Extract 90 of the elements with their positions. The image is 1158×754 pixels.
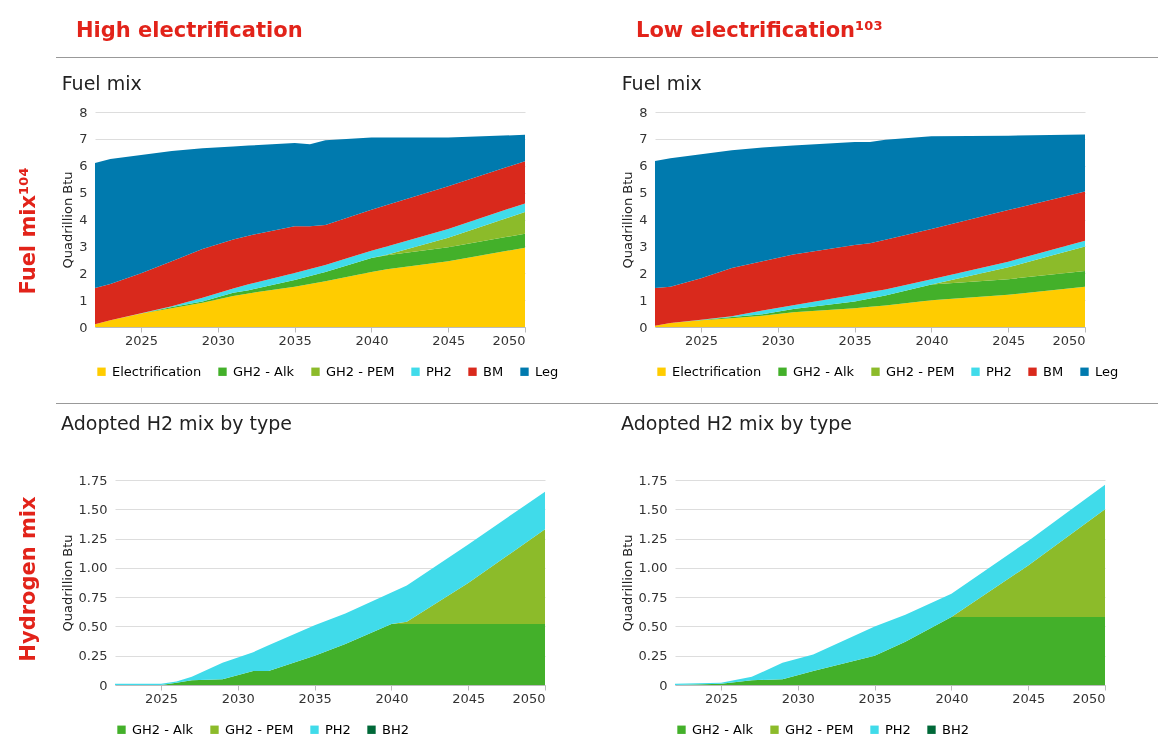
y-tick-label: 0 xyxy=(639,319,648,335)
legend-label: BH2 xyxy=(382,721,409,737)
x-tick-label: 2050 xyxy=(512,690,546,706)
x-tick-label: 2050 xyxy=(1072,690,1106,706)
legend-label: GH2 - PEM xyxy=(326,363,395,379)
y-tick-label: 1.75 xyxy=(78,472,108,488)
x-tick-label: 2040 xyxy=(355,332,389,348)
legend-label: GH2 - PEM xyxy=(886,363,955,379)
y-tick-label: 8 xyxy=(639,104,648,120)
y-tick-label: 7 xyxy=(639,131,648,147)
y-tick-label: 7 xyxy=(79,131,88,147)
y-tick-label: 1.25 xyxy=(638,531,668,547)
y-tick-label: 1.75 xyxy=(638,472,668,488)
text: Hydrogen mix xyxy=(16,495,40,662)
y-tick-label: 2 xyxy=(639,265,648,281)
legend-label: BM xyxy=(1043,363,1064,379)
x-tick-label: 2045 xyxy=(992,332,1026,348)
legend-label: GH2 - PEM xyxy=(225,721,294,737)
y-tick-label: 3 xyxy=(79,238,88,254)
y-axis-title: Quadrillion Btu xyxy=(60,171,76,269)
chart-title: Adopted H2 mix by type xyxy=(621,412,852,434)
y-axis-title: Quadrillion Btu xyxy=(620,171,636,269)
x-tick-label: 2045 xyxy=(452,690,486,706)
x-tick-label: 2025 xyxy=(145,690,179,706)
text: High electrification xyxy=(56,0,616,58)
legend-label: GH2 - Alk xyxy=(692,721,754,737)
y-tick-label: 0 xyxy=(79,319,88,335)
legend-label: GH2 - PEM xyxy=(785,721,854,737)
y-tick-label: 0.25 xyxy=(638,648,668,664)
y-tick-label: 1.50 xyxy=(78,501,108,517)
x-tick-label: 2025 xyxy=(685,332,719,348)
y-tick-label: 4 xyxy=(79,212,88,227)
y-tick-label: 3 xyxy=(639,238,648,254)
y-tick-label: 1.25 xyxy=(78,531,108,547)
legend-label: BM xyxy=(483,363,504,379)
chart-title: Fuel mix xyxy=(61,72,142,94)
x-tick-label: 2050 xyxy=(492,332,526,348)
y-tick-label: 0.50 xyxy=(78,618,108,634)
y-tick-label: 1 xyxy=(639,292,648,308)
y-tick-label: 0.75 xyxy=(78,589,108,605)
legend-label: PH2 xyxy=(426,363,452,379)
y-tick-label: 1.00 xyxy=(638,560,668,576)
y-tick-label: 8 xyxy=(79,104,88,120)
y-tick-label: 0.25 xyxy=(78,648,108,664)
y-axis-title: Quadrillion Btu xyxy=(619,534,635,632)
x-tick-label: 2040 xyxy=(915,332,949,348)
y-tick-label: 6 xyxy=(639,158,648,174)
x-tick-label: 2030 xyxy=(221,690,255,706)
legend-label: GH2 - Alk xyxy=(132,721,194,737)
y-tick-label: 5 xyxy=(79,185,88,201)
x-tick-label: 2025 xyxy=(705,690,739,706)
legend-label: PH2 xyxy=(325,721,351,737)
legend-label: Leg xyxy=(1095,363,1119,379)
x-tick-label: 2045 xyxy=(1012,690,1046,706)
x-tick-label: 2030 xyxy=(761,332,795,348)
y-tick-label: 2 xyxy=(79,265,88,281)
y-tick-label: 1.00 xyxy=(78,560,108,576)
y-tick-label: 4 xyxy=(639,212,648,227)
text: Low electrification¹⁰³ xyxy=(616,0,1158,58)
x-tick-label: 2045 xyxy=(432,332,466,348)
y-tick-label: 1 xyxy=(79,292,88,308)
legend-label: PH2 xyxy=(986,363,1012,379)
chart-title: Fuel mix xyxy=(621,72,702,94)
y-tick-label: 0 xyxy=(659,677,668,693)
legend-label: Electrification xyxy=(112,363,202,379)
y-axis-title: Quadrillion Btu xyxy=(59,534,75,632)
legend-label: Leg xyxy=(535,363,559,379)
y-tick-label: 1.50 xyxy=(638,501,668,517)
x-tick-label: 2025 xyxy=(125,332,159,348)
x-tick-label: 2030 xyxy=(201,332,235,348)
legend-label: GH2 - Alk xyxy=(793,363,855,379)
y-tick-label: 5 xyxy=(639,185,648,201)
legend-label: Electrification xyxy=(672,363,762,379)
legend-label: GH2 - Alk xyxy=(233,363,295,379)
text: Fuel mix¹⁰⁴ xyxy=(16,166,41,295)
legend-label: PH2 xyxy=(885,721,911,737)
legend-label: BH2 xyxy=(942,721,969,737)
chart-title: Adopted H2 mix by type xyxy=(61,412,292,434)
y-tick-label: 0.50 xyxy=(638,618,668,634)
x-tick-label: 2035 xyxy=(278,332,312,348)
x-tick-label: 2035 xyxy=(838,332,872,348)
x-tick-label: 2030 xyxy=(781,690,815,706)
x-tick-label: 2050 xyxy=(1052,332,1086,348)
x-tick-label: 2040 xyxy=(375,690,409,706)
x-tick-label: 2035 xyxy=(298,690,332,706)
x-tick-label: 2035 xyxy=(858,690,892,706)
x-tick-label: 2040 xyxy=(935,690,969,706)
y-tick-label: 0.75 xyxy=(638,589,668,605)
y-tick-label: 0 xyxy=(99,677,108,693)
y-tick-label: 6 xyxy=(79,158,88,174)
